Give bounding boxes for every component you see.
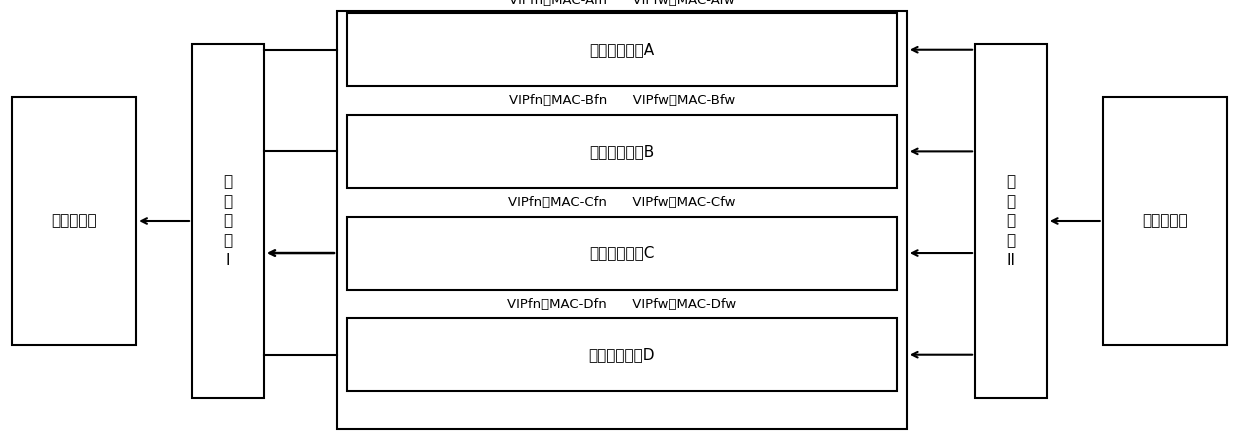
Text: 反向隔离装置A: 反向隔离装置A bbox=[590, 42, 654, 57]
Text: 阵
列
网
关
I: 阵 列 网 关 I bbox=[223, 174, 233, 268]
Bar bbox=[347, 13, 897, 86]
Text: 反向隔离装置B: 反向隔离装置B bbox=[590, 144, 654, 159]
Bar bbox=[337, 11, 907, 429]
Bar bbox=[347, 217, 897, 290]
Bar bbox=[347, 115, 897, 188]
Text: 反向隔离装置D: 反向隔离装置D bbox=[589, 347, 655, 362]
Text: VIPfn，MAC-Afn      VIPfw，MAC-Afw: VIPfn，MAC-Afn VIPfw，MAC-Afw bbox=[509, 0, 735, 7]
Bar bbox=[347, 318, 897, 391]
Bar bbox=[1103, 97, 1227, 345]
Text: VIPfn，MAC-Dfn      VIPfw，MAC-Dfw: VIPfn，MAC-Dfn VIPfw，MAC-Dfw bbox=[507, 297, 737, 311]
Bar bbox=[975, 44, 1047, 398]
Text: 外网服务器: 外网服务器 bbox=[1142, 213, 1187, 229]
Text: 内网服务器: 内网服务器 bbox=[52, 213, 97, 229]
Bar bbox=[12, 97, 136, 345]
Text: 阵
列
网
关
II: 阵 列 网 关 II bbox=[1006, 174, 1016, 268]
Text: VIPfn，MAC-Bfn      VIPfw，MAC-Bfw: VIPfn，MAC-Bfn VIPfw，MAC-Bfw bbox=[509, 94, 735, 107]
Text: VIPfn，MAC-Cfn      VIPfw，MAC-Cfw: VIPfn，MAC-Cfn VIPfw，MAC-Cfw bbox=[508, 196, 736, 209]
Bar bbox=[192, 44, 264, 398]
Text: 反向隔离装置C: 反向隔离装置C bbox=[590, 246, 654, 260]
